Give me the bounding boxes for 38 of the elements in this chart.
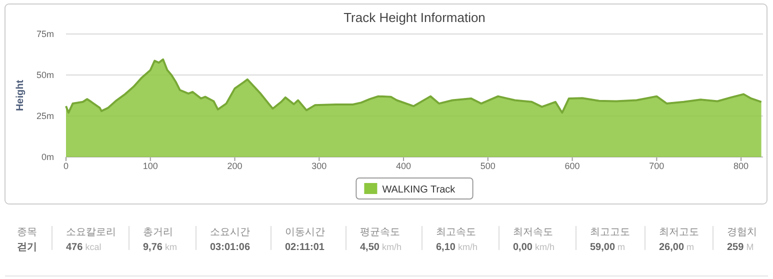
- text: 최저속도: [513, 227, 553, 238]
- text: 소요칼로리: [66, 227, 116, 238]
- text: 경험치: [727, 227, 757, 238]
- text: 최저고도: [659, 227, 699, 238]
- text: 최고고도: [590, 227, 630, 238]
- x-tick-label: 200: [227, 161, 242, 171]
- text: 02:11:01: [285, 242, 325, 253]
- text: 최고속도: [436, 227, 476, 238]
- x-tick-label: 0: [63, 161, 69, 171]
- text: 종목: [17, 227, 37, 238]
- y-axis-title: Height: [15, 79, 26, 112]
- x-tick-label: 500: [480, 161, 496, 171]
- x-tick-label: 400: [396, 161, 412, 171]
- text: 평균속도: [360, 227, 400, 238]
- x-tick-label: 600: [564, 161, 580, 171]
- text: 259 M: [727, 242, 754, 253]
- y-tick-label: 50m: [36, 70, 54, 80]
- text: 26,00 m: [659, 242, 694, 253]
- text: 9,76 km: [143, 242, 177, 253]
- text: 걷기: [17, 242, 37, 253]
- x-tick-label: 700: [649, 161, 664, 171]
- legend-label: WALKING Track: [382, 184, 456, 196]
- text: 총거리: [143, 227, 173, 238]
- x-tick-label: 300: [312, 161, 327, 171]
- text: 소요시간: [210, 227, 250, 238]
- chart-title: Track Height Information: [344, 10, 486, 25]
- text: 59,00 m: [590, 242, 626, 253]
- text: 476 kcal: [66, 242, 102, 253]
- y-tick-label: 0m: [41, 152, 54, 162]
- y-tick-label: 75m: [36, 29, 54, 39]
- y-tick-label: 25m: [36, 111, 54, 121]
- text: 03:01:06: [210, 242, 250, 253]
- text: 6,10 km/h: [436, 242, 478, 253]
- x-tick-label: 100: [142, 161, 158, 171]
- x-tick-label: 800: [734, 161, 749, 171]
- text: 0,00 km/h: [513, 242, 554, 253]
- text: 4,50 km/h: [360, 242, 402, 253]
- text: 이동시간: [285, 227, 325, 238]
